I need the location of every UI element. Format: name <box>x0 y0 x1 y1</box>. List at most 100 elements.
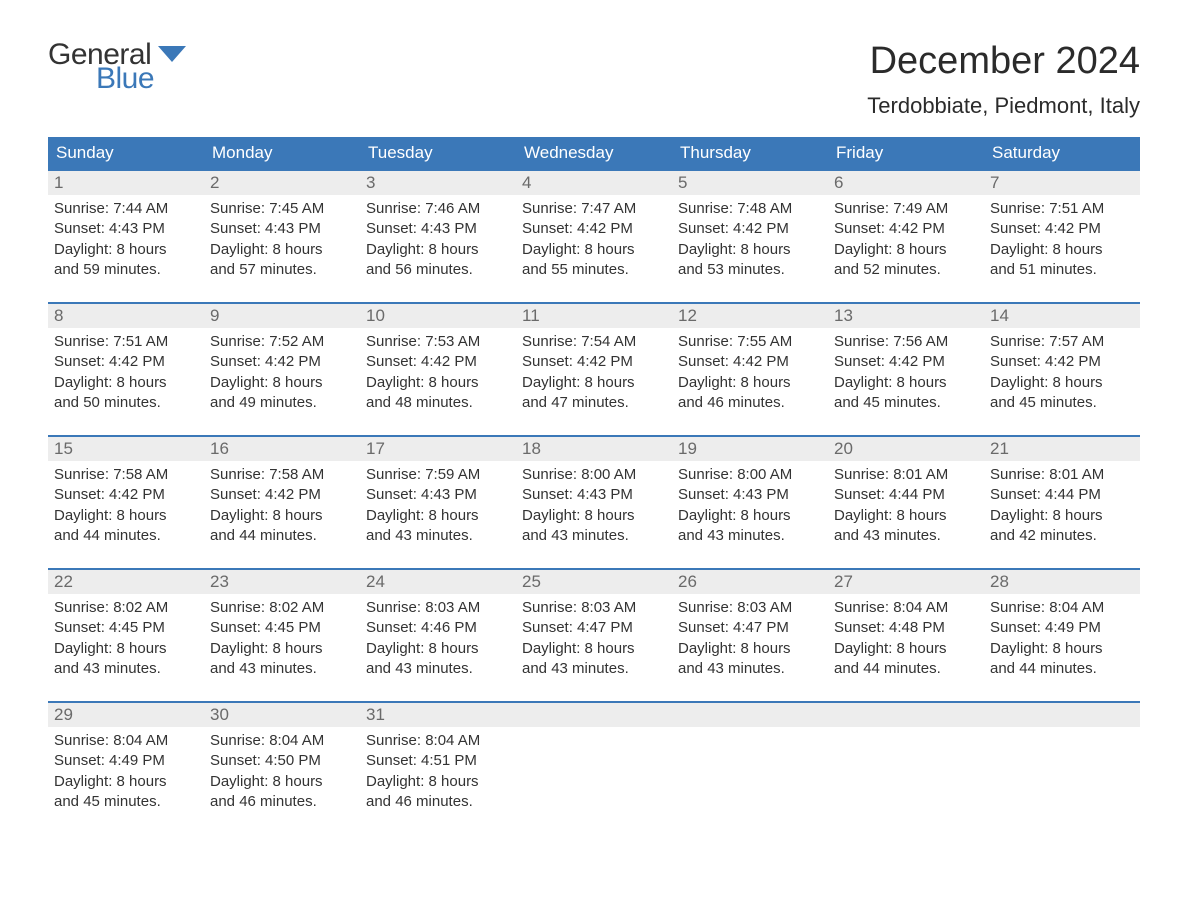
day-cell: 8Sunrise: 7:51 AMSunset: 4:42 PMDaylight… <box>48 304 204 413</box>
day-cell: 10Sunrise: 7:53 AMSunset: 4:42 PMDayligh… <box>360 304 516 413</box>
day-body: Sunrise: 7:55 AMSunset: 4:42 PMDaylight:… <box>672 328 828 413</box>
logo-blue: Blue <box>96 64 154 94</box>
day-number: 30 <box>210 705 229 724</box>
weekday-thursday: Thursday <box>672 137 828 169</box>
sunrise-line: Sunrise: 8:00 AM <box>522 465 666 485</box>
daylight-line-1: Daylight: 8 hours <box>678 373 822 393</box>
day-body: Sunrise: 8:01 AMSunset: 4:44 PMDaylight:… <box>828 461 984 546</box>
day-cell: 4Sunrise: 7:47 AMSunset: 4:42 PMDaylight… <box>516 171 672 280</box>
daylight-line-2: and 45 minutes. <box>54 792 198 812</box>
sunset-line: Sunset: 4:42 PM <box>522 352 666 372</box>
daylight-line-1: Daylight: 8 hours <box>54 639 198 659</box>
day-body: Sunrise: 8:03 AMSunset: 4:46 PMDaylight:… <box>360 594 516 679</box>
sunset-line: Sunset: 4:42 PM <box>834 219 978 239</box>
day-cell: 20Sunrise: 8:01 AMSunset: 4:44 PMDayligh… <box>828 437 984 546</box>
sunset-line: Sunset: 4:43 PM <box>210 219 354 239</box>
day-body: Sunrise: 8:00 AMSunset: 4:43 PMDaylight:… <box>516 461 672 546</box>
daynum-row: 10 <box>360 304 516 328</box>
daylight-line-1: Daylight: 8 hours <box>990 506 1134 526</box>
week-row: 29Sunrise: 8:04 AMSunset: 4:49 PMDayligh… <box>48 701 1140 812</box>
day-cell: 23Sunrise: 8:02 AMSunset: 4:45 PMDayligh… <box>204 570 360 679</box>
daylight-line-2: and 49 minutes. <box>210 393 354 413</box>
daynum-row: 19 <box>672 437 828 461</box>
daylight-line-1: Daylight: 8 hours <box>678 639 822 659</box>
logo: General Blue <box>48 40 186 94</box>
daylight-line-2: and 45 minutes. <box>990 393 1134 413</box>
day-number: 14 <box>990 306 1009 325</box>
day-body: Sunrise: 7:52 AMSunset: 4:42 PMDaylight:… <box>204 328 360 413</box>
day-empty <box>516 703 672 812</box>
page-title: December 2024 <box>867 40 1140 83</box>
day-empty <box>828 703 984 812</box>
weekday-saturday: Saturday <box>984 137 1140 169</box>
daynum-row: 16 <box>204 437 360 461</box>
sunrise-line: Sunrise: 7:46 AM <box>366 199 510 219</box>
daylight-line-1: Daylight: 8 hours <box>990 639 1134 659</box>
daylight-line-1: Daylight: 8 hours <box>522 240 666 260</box>
sunrise-line: Sunrise: 8:02 AM <box>54 598 198 618</box>
daynum-row <box>516 703 672 727</box>
day-body: Sunrise: 7:47 AMSunset: 4:42 PMDaylight:… <box>516 195 672 280</box>
daylight-line-1: Daylight: 8 hours <box>678 240 822 260</box>
sunrise-line: Sunrise: 8:04 AM <box>834 598 978 618</box>
sunset-line: Sunset: 4:44 PM <box>834 485 978 505</box>
day-cell: 5Sunrise: 7:48 AMSunset: 4:42 PMDaylight… <box>672 171 828 280</box>
daylight-line-2: and 55 minutes. <box>522 260 666 280</box>
daylight-line-1: Daylight: 8 hours <box>834 240 978 260</box>
daynum-row <box>984 703 1140 727</box>
sunrise-line: Sunrise: 7:59 AM <box>366 465 510 485</box>
daylight-line-2: and 51 minutes. <box>990 260 1134 280</box>
day-cell: 6 Sunrise: 7:49 AMSunset: 4:42 PMDaylight… <box>828 171 984 280</box>
day-number: 13 <box>834 306 853 325</box>
weekday-monday: Monday <box>204 137 360 169</box>
day-number: 19 <box>678 439 697 458</box>
day-cell: 12Sunrise: 7:55 AMSunset: 4:42 PMDayligh… <box>672 304 828 413</box>
sunrise-line: Sunrise: 8:04 AM <box>210 731 354 751</box>
daylight-line-2: and 43 minutes. <box>522 526 666 546</box>
header: General Blue December 2024 Terdobbiate, … <box>48 40 1140 119</box>
day-body: Sunrise: 8:02 AMSunset: 4:45 PMDaylight:… <box>48 594 204 679</box>
day-number: 16 <box>210 439 229 458</box>
daynum-row: 1 <box>48 171 204 195</box>
day-body: Sunrise: 7:49 AMSunset: 4:42 PMDaylight:… <box>828 195 984 280</box>
day-body: Sunrise: 7:58 AMSunset: 4:42 PMDaylight:… <box>48 461 204 546</box>
daylight-line-2: and 57 minutes. <box>210 260 354 280</box>
daylight-line-2: and 56 minutes. <box>366 260 510 280</box>
daynum-row: 26 <box>672 570 828 594</box>
day-cell: 17Sunrise: 7:59 AMSunset: 4:43 PMDayligh… <box>360 437 516 546</box>
week-row: 8Sunrise: 7:51 AMSunset: 4:42 PMDaylight… <box>48 302 1140 413</box>
weekday-tuesday: Tuesday <box>360 137 516 169</box>
day-body: Sunrise: 7:56 AMSunset: 4:42 PMDaylight:… <box>828 328 984 413</box>
sunrise-line: Sunrise: 7:45 AM <box>210 199 354 219</box>
day-cell: 14Sunrise: 7:57 AMSunset: 4:42 PMDayligh… <box>984 304 1140 413</box>
daynum-row <box>828 703 984 727</box>
sunset-line: Sunset: 4:51 PM <box>366 751 510 771</box>
sunset-line: Sunset: 4:49 PM <box>54 751 198 771</box>
daynum-row: 20 <box>828 437 984 461</box>
day-empty <box>984 703 1140 812</box>
day-cell: 13 Sunrise: 7:56 AMSunset: 4:42 PMDayligh… <box>828 304 984 413</box>
flag-icon <box>158 46 186 66</box>
day-cell: 21Sunrise: 8:01 AMSunset: 4:44 PMDayligh… <box>984 437 1140 546</box>
day-body <box>828 727 984 797</box>
daylight-line-2: and 45 minutes. <box>834 393 978 413</box>
week-row: 22Sunrise: 8:02 AMSunset: 4:45 PMDayligh… <box>48 568 1140 679</box>
sunset-line: Sunset: 4:42 PM <box>366 352 510 372</box>
day-cell: 7Sunrise: 7:51 AMSunset: 4:42 PMDaylight… <box>984 171 1140 280</box>
daylight-line-2: and 43 minutes. <box>210 659 354 679</box>
day-number <box>522 705 527 724</box>
day-number: 26 <box>678 572 697 591</box>
daylight-line-1: Daylight: 8 hours <box>834 506 978 526</box>
daylight-line-1: Daylight: 8 hours <box>210 240 354 260</box>
daynum-row: 17 <box>360 437 516 461</box>
daynum-row: 27 <box>828 570 984 594</box>
day-cell: 27Sunrise: 8:04 AMSunset: 4:48 PMDayligh… <box>828 570 984 679</box>
daynum-row: 24 <box>360 570 516 594</box>
sunrise-line: Sunrise: 8:01 AM <box>834 465 978 485</box>
sunrise-line: Sunrise: 8:04 AM <box>990 598 1134 618</box>
daynum-row: 22 <box>48 570 204 594</box>
day-cell: 29Sunrise: 8:04 AMSunset: 4:49 PMDayligh… <box>48 703 204 812</box>
day-number: 6 <box>834 173 843 192</box>
daynum-row: 31 <box>360 703 516 727</box>
day-cell: 16Sunrise: 7:58 AMSunset: 4:42 PMDayligh… <box>204 437 360 546</box>
